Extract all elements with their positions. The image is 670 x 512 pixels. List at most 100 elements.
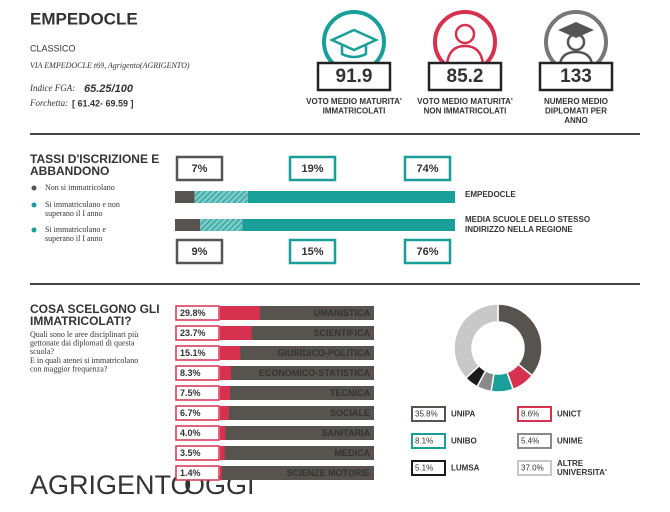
bar	[220, 406, 229, 420]
stat-card: 91.9 VOTO MEDIO MATURITA' IMMATRICOLATI	[306, 10, 402, 116]
bar-track	[220, 426, 374, 440]
bar	[220, 386, 231, 400]
category-label: SCIENZE MOTORIE	[287, 468, 370, 478]
bar-segment	[242, 219, 455, 231]
value-label: 6.7%	[180, 408, 201, 418]
category-label: SOCIALE	[330, 408, 370, 418]
legend-value: 8.6%	[521, 410, 539, 419]
legend-label: Non si immatricolano	[45, 183, 115, 192]
stat-label: VOTO MEDIO MATURITA' IMMATRICOLATI	[306, 97, 402, 116]
person-icon	[454, 23, 476, 45]
category-label: TECNICA	[330, 388, 370, 398]
stat-value: 85.2	[447, 66, 484, 87]
category-label: MEDIA SCUOLE DELLO STESSO INDIRIZZO NELLA…	[465, 215, 590, 234]
legend-label: UNIBO	[451, 437, 477, 446]
legend-label: UNICT	[557, 410, 582, 419]
donut-slice	[453, 303, 499, 380]
legend-box	[411, 460, 446, 476]
bar	[220, 426, 226, 440]
bar-segment	[247, 191, 455, 203]
index-value: 65.25/100	[84, 83, 134, 95]
value-box	[175, 405, 220, 421]
stat-label: VOTO MEDIO MATURITA' NON IMMATRICOLATI	[417, 97, 513, 116]
bar	[220, 466, 222, 480]
bar-segment	[175, 219, 201, 231]
value-box	[175, 238, 224, 265]
address: VIA EMPEDOCLE t69, Agrigento(AGRIGENTO)	[30, 61, 190, 70]
value-label: 19%	[301, 163, 323, 175]
legend-value: 8.1%	[415, 437, 433, 446]
value-box	[403, 155, 452, 182]
cap-icon	[340, 45, 368, 59]
legend-label: UNIME	[557, 437, 583, 446]
value-label: 1.4%	[180, 468, 201, 478]
school-type: CLASSICO	[30, 43, 76, 53]
category-label: SCIENTIFICA	[313, 328, 370, 338]
value-box	[403, 238, 452, 265]
grad-icon	[558, 50, 594, 65]
value-box	[175, 425, 220, 441]
value-label: 74%	[416, 163, 438, 175]
value-label: 3.5%	[180, 448, 201, 458]
legend-value: 37.0%	[521, 464, 544, 473]
bar-track	[220, 366, 374, 380]
value-box	[175, 345, 220, 361]
stat-value: 133	[560, 66, 592, 87]
legend-label: UNIPA	[451, 410, 476, 419]
legend-marker	[31, 185, 37, 191]
bar	[220, 346, 241, 360]
category-label: SANITARIA	[322, 428, 371, 438]
school-name: EMPEDOCLE	[30, 9, 138, 28]
stat-value: 91.9	[336, 66, 373, 87]
section-subtitle: E in quali atenei si immatricolano con ma…	[30, 356, 138, 374]
section-title: COSA SCELGONO GLI IMMATRICOLATI?	[30, 302, 160, 328]
value-box	[175, 465, 220, 481]
stat-box	[538, 61, 614, 92]
legend-label: Si immatricolano e superano il I anno	[45, 225, 106, 243]
stat-card: 133 NUMERO MEDIO DIPLOMATI PER ANNO	[538, 10, 614, 125]
value-box	[288, 155, 337, 182]
value-label: 15.1%	[180, 348, 206, 358]
bar-segment	[175, 191, 195, 203]
stat-box	[316, 61, 392, 92]
bar	[220, 326, 252, 340]
value-box	[175, 385, 220, 401]
category-label: UMANISTICA	[314, 308, 371, 318]
legend-label: ALTRE UNIVERSITA'	[557, 459, 607, 477]
bar	[220, 446, 225, 460]
bar-track	[220, 326, 374, 340]
stat-box	[427, 61, 503, 92]
index-label: Indice FGA:	[29, 83, 75, 93]
legend-value: 5.4%	[521, 437, 539, 446]
stat-label: NUMERO MEDIO DIPLOMATI PER ANNO	[544, 97, 608, 125]
legend-label: Si immatricolano e non superano il I anno	[45, 200, 120, 218]
value-box	[175, 155, 224, 182]
cap-icon	[328, 28, 380, 52]
category-label: GIURIDICO-POLITICA	[278, 348, 371, 358]
category-label: ECONOMICO-STATISTICA	[259, 368, 371, 378]
legend-label: LUMSA	[451, 464, 480, 473]
person-icon	[445, 44, 485, 65]
value-label: 7%	[192, 163, 208, 175]
value-box	[175, 445, 220, 461]
grad-icon	[558, 22, 594, 38]
section-subtitle: Quali sono le aree disciplinari più getto…	[30, 330, 138, 356]
range-label: Forchetta:	[29, 98, 68, 108]
stat-card: 85.2 VOTO MEDIO MATURITA' NON IMMATRICOLA…	[417, 10, 513, 116]
category-label: MEDICA	[335, 448, 371, 458]
bar-track	[220, 466, 374, 480]
section-title: TASSI D'ISCRIZIONE E ABBANDONO	[30, 152, 159, 178]
value-label: 15%	[301, 246, 323, 258]
legend-box	[411, 406, 446, 422]
value-label: 8.3%	[180, 368, 201, 378]
value-box	[288, 238, 337, 265]
watermark-left: AGRIGENTO	[30, 470, 192, 500]
legend-value: 35.8%	[415, 410, 438, 419]
value-label: 29.8%	[180, 308, 206, 318]
bar	[220, 366, 232, 380]
value-label: 76%	[416, 246, 438, 258]
legend-box	[411, 433, 446, 449]
bar-segment	[200, 219, 243, 231]
legend-box	[517, 460, 552, 476]
